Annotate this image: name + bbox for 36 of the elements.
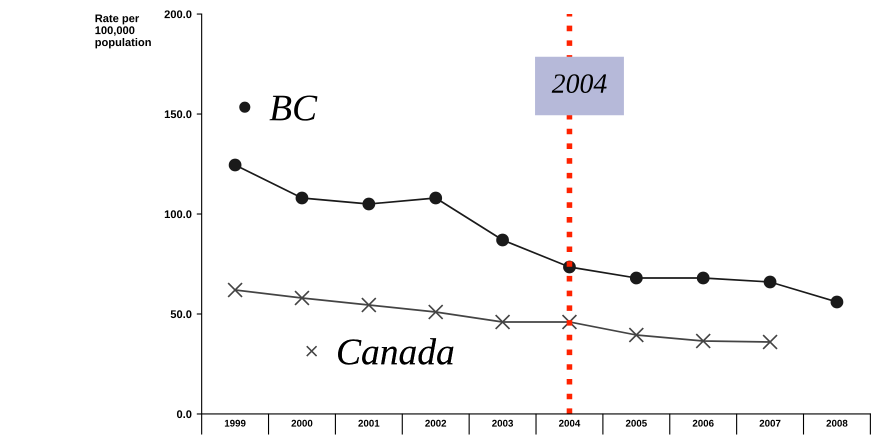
x-tick-label: 2005 <box>626 420 647 427</box>
point <box>628 327 644 343</box>
x-tick-label: 2007 <box>760 420 780 427</box>
point <box>696 272 710 284</box>
point <box>830 296 844 308</box>
point <box>227 282 243 298</box>
point <box>762 334 778 350</box>
y-axis-title: Rate per 100,000 population <box>95 14 151 48</box>
point <box>429 192 442 204</box>
legend-label: BC <box>270 95 318 121</box>
x-tick-label: 2006 <box>692 420 714 427</box>
x-tick-label: 2000 <box>291 420 312 427</box>
point <box>294 290 310 306</box>
y-tick-label: 100.0 <box>164 210 192 218</box>
point <box>296 192 308 204</box>
ref-line-label: 2004 <box>552 74 607 93</box>
point <box>228 158 242 172</box>
point <box>764 276 776 288</box>
y-tick-label: 200.0 <box>164 10 192 18</box>
point <box>496 234 509 246</box>
y-tick-label: 0.0 <box>176 410 192 418</box>
point <box>362 198 376 210</box>
point <box>428 304 444 320</box>
x-tick-label: 2008 <box>826 420 848 427</box>
x-tick-label: 2002 <box>425 420 446 427</box>
point <box>361 297 377 313</box>
y-tick-label: 150.0 <box>164 110 192 118</box>
legend-label: Canada <box>338 338 454 365</box>
x-tick-label: 2003 <box>492 420 514 427</box>
point <box>494 314 510 330</box>
point <box>695 333 711 349</box>
x-tick-label: 2004 <box>558 420 580 427</box>
point <box>630 272 643 284</box>
x-tick-label: 2001 <box>358 420 380 427</box>
x-tick-label: 1999 <box>224 420 246 427</box>
y-tick-label: 50.0 <box>170 310 192 318</box>
